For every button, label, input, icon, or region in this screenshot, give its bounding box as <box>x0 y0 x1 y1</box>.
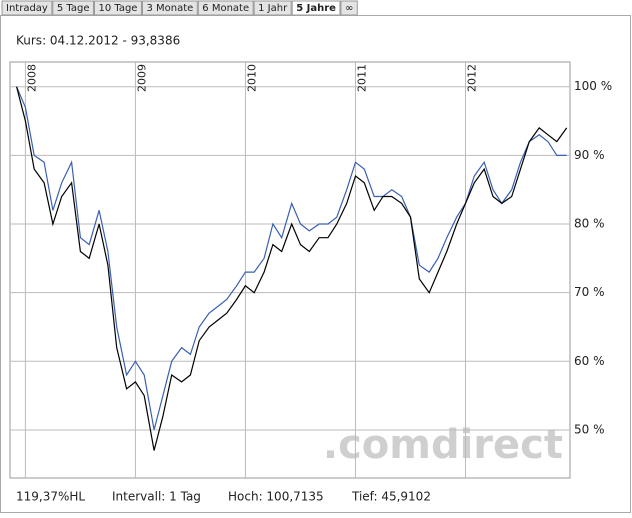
price-line <box>16 86 568 451</box>
tab-label[interactable]: 5 Jahre <box>296 3 336 14</box>
y-tick-label: 100 % <box>574 79 612 93</box>
x-tick-label: 2008 <box>25 64 38 92</box>
x-tick-label: 2010 <box>245 64 258 92</box>
tab-label[interactable]: 3 Monate <box>146 3 193 14</box>
tab[interactable] <box>253 0 292 16</box>
y-tick-label: 80 % <box>574 217 605 231</box>
x-tick-label: 2009 <box>135 64 148 92</box>
footer-item: 119,37%HL <box>16 490 85 504</box>
y-tick-label: 90 % <box>574 148 605 162</box>
tab-label[interactable]: Intraday <box>6 3 48 14</box>
subtitle: Kurs: 04.12.2012 - 93,8386 <box>16 34 180 48</box>
tab[interactable] <box>197 0 254 16</box>
y-tick-label: 70 % <box>574 285 605 299</box>
x-tick-label: 2012 <box>465 64 478 92</box>
tab-label[interactable]: 6 Monate <box>202 3 249 14</box>
tab-label[interactable]: 10 Tage <box>98 3 137 14</box>
x-tick-label: 2011 <box>355 64 368 92</box>
y-tick-label: 50 % <box>574 422 605 436</box>
footer-item: Hoch: 100,7135 <box>228 490 324 504</box>
watermark: .comdirect <box>323 422 563 468</box>
tab-label[interactable]: 5 Tage <box>57 3 90 14</box>
tab[interactable] <box>340 0 358 16</box>
price-line <box>16 86 567 431</box>
footer-item: Tief: 45,9102 <box>351 490 431 504</box>
tab[interactable] <box>141 0 198 16</box>
tab-label[interactable]: ∞ <box>345 3 353 14</box>
tab[interactable] <box>1 0 53 16</box>
tab-label[interactable]: 1 Jahr <box>258 3 288 14</box>
tab[interactable] <box>93 0 142 16</box>
y-tick-label: 60 % <box>574 354 605 368</box>
tab[interactable] <box>291 0 341 16</box>
footer-item: Intervall: 1 Tag <box>112 490 201 504</box>
plot-area <box>9 61 571 479</box>
tab[interactable] <box>52 0 94 16</box>
